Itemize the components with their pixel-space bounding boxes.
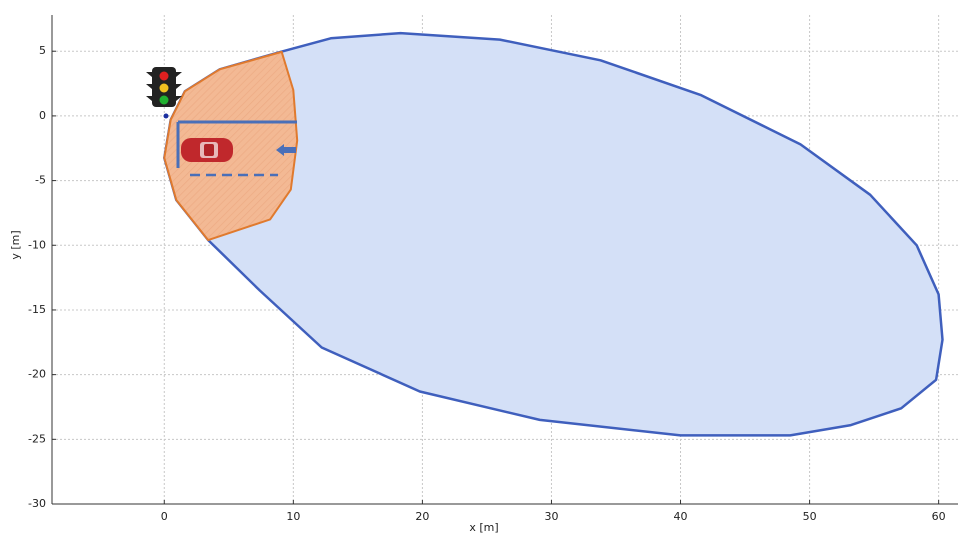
traffic-light-icon (146, 67, 182, 107)
x-tick-label: 10 (286, 510, 300, 523)
x-tick-label: 60 (932, 510, 946, 523)
x-tick-label: 50 (803, 510, 817, 523)
x-tick-label: 20 (415, 510, 429, 523)
y-tick-label: -25 (28, 432, 46, 445)
chart: x [m] y [m] 010203040506050-5-10-15-20-2… (0, 0, 960, 533)
x-axis-label: x [m] (469, 521, 498, 533)
y-tick-label: 5 (39, 44, 46, 57)
y-axis-label: y [m] (9, 230, 22, 259)
car-icon (181, 138, 233, 162)
x-tick-label: 40 (674, 510, 688, 523)
y-tick-label: -10 (28, 238, 46, 251)
ego-point (164, 114, 169, 119)
y-tick-label: -5 (35, 174, 46, 187)
y-tick-label: -20 (28, 368, 46, 381)
y-tick-label: 0 (39, 109, 46, 122)
y-tick-label: -15 (28, 303, 46, 316)
y-tick-label: -30 (28, 497, 46, 510)
x-tick-label: 30 (544, 510, 558, 523)
x-tick-label: 0 (161, 510, 168, 523)
